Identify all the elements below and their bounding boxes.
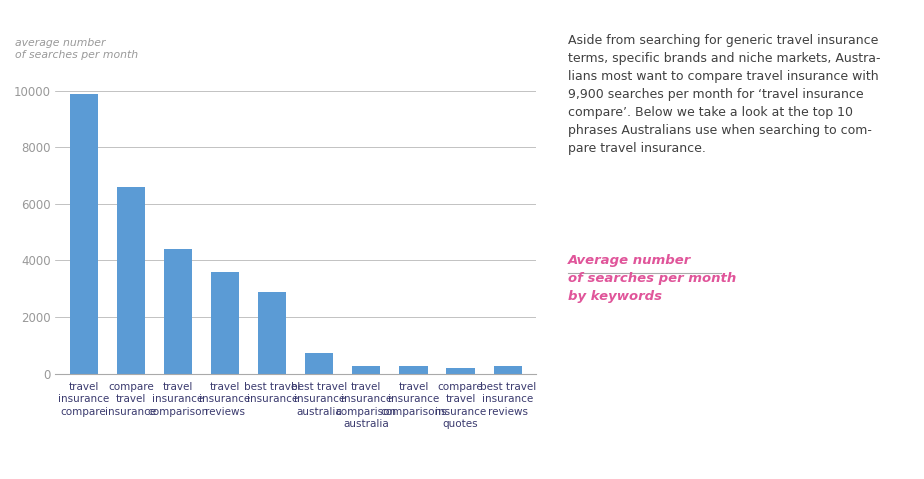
Bar [211,272,239,374]
Text: average number
of searches per month: average number of searches per month [15,38,138,59]
Bar [116,187,145,374]
Bar [305,353,334,374]
Text: Aside from searching for generic travel insurance
terms, specific brands and nic: Aside from searching for generic travel … [568,34,881,155]
Bar [164,249,192,374]
Bar [69,93,98,374]
Bar [493,366,522,374]
Bar [258,292,286,374]
Bar [352,366,381,374]
Bar [446,368,475,374]
Bar [399,366,428,374]
Text: Average number
of searches per month
by keywords: Average number of searches per month by … [568,254,736,303]
